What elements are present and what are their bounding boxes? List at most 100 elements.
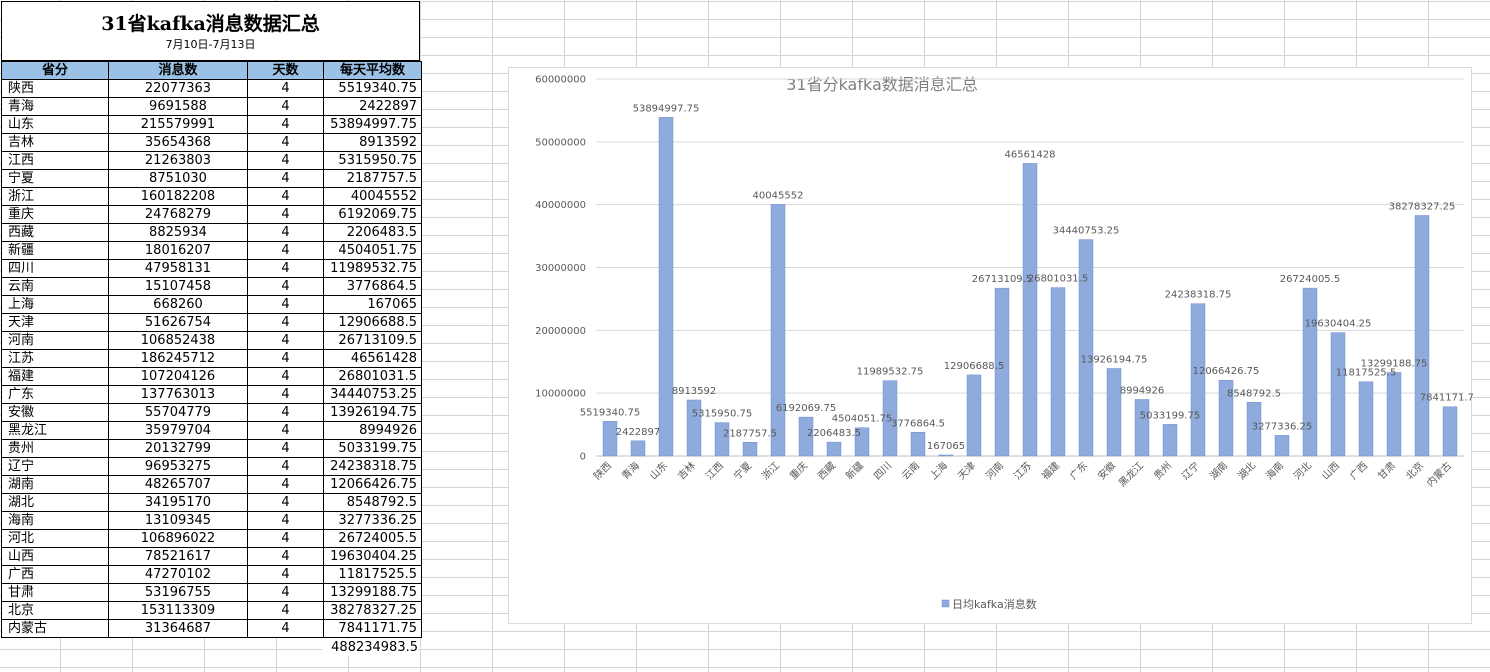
cell-days[interactable]: 4 [247,439,324,458]
bar[interactable] [742,442,758,457]
cell-message-count[interactable]: 153113309 [108,601,248,620]
bar[interactable] [994,287,1010,457]
bar[interactable] [1246,402,1262,457]
cell-daily-average[interactable]: 26801031.5 [323,367,422,386]
cell-daily-average[interactable]: 167065 [323,295,422,314]
bar[interactable] [1050,287,1066,457]
cell-days[interactable]: 4 [247,187,324,206]
cell-province[interactable]: 福建 [1,367,109,386]
cell-days[interactable]: 4 [247,385,324,404]
cell-message-count[interactable]: 51626754 [108,313,248,332]
cell-province[interactable]: 湖南 [1,475,109,494]
cell-province[interactable]: 江西 [1,151,109,170]
header-days[interactable]: 天数 [247,61,324,80]
cell-daily-average[interactable]: 53894997.75 [323,115,422,134]
cell-province[interactable]: 黑龙江 [1,421,109,440]
cell-province[interactable]: 辽宁 [1,457,109,476]
cell-message-count[interactable]: 9691588 [108,97,248,116]
cell-days[interactable]: 4 [247,223,324,242]
cell-days[interactable]: 4 [247,331,324,350]
cell-province[interactable]: 浙江 [1,187,109,206]
cell-province[interactable]: 贵州 [1,439,109,458]
bar[interactable] [1162,424,1178,457]
cell-province[interactable]: 上海 [1,295,109,314]
bar[interactable] [1274,435,1290,457]
cell-message-count[interactable]: 215579991 [108,115,248,134]
cell-province[interactable]: 四川 [1,259,109,278]
cell-message-count[interactable]: 35979704 [108,421,248,440]
cell-days[interactable]: 4 [247,79,324,98]
cell-days[interactable]: 4 [247,547,324,566]
cell-days[interactable]: 4 [247,367,324,386]
cell-message-count[interactable]: 18016207 [108,241,248,260]
cell-province[interactable]: 河南 [1,331,109,350]
cell-message-count[interactable]: 21263803 [108,151,248,170]
bar[interactable] [1106,368,1122,457]
cell-days[interactable]: 4 [247,475,324,494]
cell-daily-average[interactable]: 8548792.5 [323,493,422,512]
total-cell[interactable]: 488234983.5 [322,639,418,656]
bar[interactable] [938,454,954,457]
cell-message-count[interactable]: 137763013 [108,385,248,404]
bar[interactable] [1358,381,1374,457]
bar[interactable] [1386,372,1402,457]
cell-province[interactable]: 河北 [1,529,109,548]
bar[interactable] [966,374,982,457]
cell-daily-average[interactable]: 3776864.5 [323,277,422,296]
cell-days[interactable]: 4 [247,619,324,638]
cell-days[interactable]: 4 [247,457,324,476]
cell-message-count[interactable]: 20132799 [108,439,248,458]
cell-daily-average[interactable]: 5033199.75 [323,439,422,458]
cell-message-count[interactable]: 31364687 [108,619,248,638]
cell-province[interactable]: 北京 [1,601,109,620]
cell-days[interactable]: 4 [247,295,324,314]
cell-province[interactable]: 湖北 [1,493,109,512]
cell-province[interactable]: 吉林 [1,133,109,152]
cell-daily-average[interactable]: 13299188.75 [323,583,422,602]
cell-province[interactable]: 内蒙古 [1,619,109,638]
cell-message-count[interactable]: 8751030 [108,169,248,188]
cell-days[interactable]: 4 [247,403,324,422]
cell-daily-average[interactable]: 2187757.5 [323,169,422,188]
cell-daily-average[interactable]: 40045552 [323,187,422,206]
bar[interactable] [658,117,674,457]
cell-province[interactable]: 广西 [1,565,109,584]
cell-message-count[interactable]: 13109345 [108,511,248,530]
bar[interactable] [1302,287,1318,457]
cell-days[interactable]: 4 [247,151,324,170]
bar[interactable] [1442,406,1458,457]
bar[interactable] [826,441,842,457]
cell-days[interactable]: 4 [247,169,324,188]
cell-days[interactable]: 4 [247,601,324,620]
cell-daily-average[interactable]: 26713109.5 [323,331,422,350]
cell-daily-average[interactable]: 8994926 [323,421,422,440]
cell-province[interactable]: 海南 [1,511,109,530]
cell-daily-average[interactable]: 11817525.5 [323,565,422,584]
cell-message-count[interactable]: 55704779 [108,403,248,422]
cell-days[interactable]: 4 [247,241,324,260]
cell-days[interactable]: 4 [247,115,324,134]
bar[interactable] [1190,303,1206,457]
cell-message-count[interactable]: 22077363 [108,79,248,98]
bar[interactable] [630,440,646,457]
cell-daily-average[interactable]: 8913592 [323,133,422,152]
cell-daily-average[interactable]: 12066426.75 [323,475,422,494]
bar[interactable] [1078,239,1094,457]
bar-chart[interactable]: 31省分kafka数据消息汇总 0 10000000 20000000 3000000… [508,67,1473,624]
cell-province[interactable]: 山东 [1,115,109,134]
cell-daily-average[interactable]: 11989532.75 [323,259,422,278]
bar[interactable] [1134,399,1150,457]
cell-daily-average[interactable]: 2206483.5 [323,223,422,242]
summary-title-cell[interactable]: 31省kafka消息数据汇总 7月10日-7月13日 [1,1,420,61]
cell-daily-average[interactable]: 46561428 [323,349,422,368]
cell-message-count[interactable]: 35654368 [108,133,248,152]
cell-days[interactable]: 4 [247,133,324,152]
cell-daily-average[interactable]: 5315950.75 [323,151,422,170]
cell-message-count[interactable]: 668260 [108,295,248,314]
cell-days[interactable]: 4 [247,493,324,512]
bar[interactable] [854,427,870,457]
cell-province[interactable]: 山西 [1,547,109,566]
cell-message-count[interactable]: 106852438 [108,331,248,350]
cell-days[interactable]: 4 [247,313,324,332]
cell-province[interactable]: 江苏 [1,349,109,368]
